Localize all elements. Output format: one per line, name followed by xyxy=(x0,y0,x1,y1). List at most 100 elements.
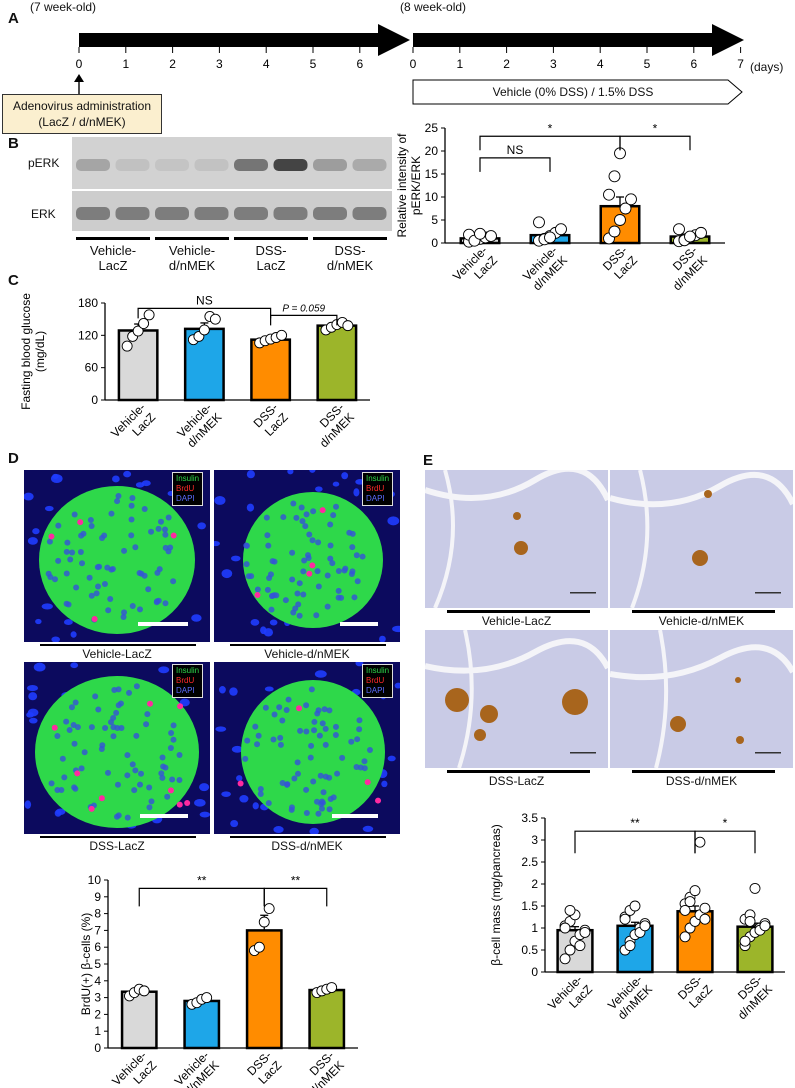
micrograph-caption: Vehicle-LacZ xyxy=(82,647,152,661)
y-tick-label: 3.5 xyxy=(521,811,538,825)
erk-band xyxy=(273,207,308,220)
y-axis-label: BrdU(+) β-cells (%) xyxy=(79,913,93,1016)
nucleus xyxy=(252,802,259,810)
nucleus xyxy=(86,574,93,581)
nucleus xyxy=(294,590,301,597)
nucleus xyxy=(308,742,315,749)
nucleus xyxy=(315,486,323,492)
nucleus xyxy=(143,721,150,728)
nucleus xyxy=(236,775,243,782)
nucleus xyxy=(299,518,306,525)
nucleus xyxy=(114,781,121,788)
micrograph-caption: Vehicle-d/nMEK xyxy=(264,647,350,661)
nucleus xyxy=(332,723,339,730)
legend-insulin: Insulin xyxy=(176,474,200,483)
nucleus xyxy=(197,522,206,530)
nucleus xyxy=(282,597,289,604)
nucleus xyxy=(321,706,328,713)
brdu-cell xyxy=(77,519,84,526)
nucleus xyxy=(316,732,323,739)
nucleus xyxy=(137,781,144,788)
nucleus xyxy=(310,508,317,515)
blot-group-bar xyxy=(155,237,229,240)
nucleus xyxy=(110,733,117,740)
bar xyxy=(316,324,358,402)
islet xyxy=(670,716,686,732)
legend-brdu: BrdU xyxy=(366,676,385,685)
significance-label: ** xyxy=(630,816,640,830)
nucleus xyxy=(141,505,148,512)
nucleus xyxy=(276,704,283,711)
brdu-cell xyxy=(296,705,303,712)
nucleus xyxy=(341,472,349,480)
days-unit-label: (days) xyxy=(750,60,784,74)
y-tick-label: 120 xyxy=(78,328,98,342)
nucleus xyxy=(230,555,241,562)
nucleus xyxy=(133,732,140,739)
nucleus xyxy=(263,514,270,521)
nucleus xyxy=(309,537,316,544)
nucleus xyxy=(335,587,342,594)
brdu-cell xyxy=(51,724,58,731)
data-point xyxy=(619,913,631,925)
nucleus xyxy=(255,732,262,739)
nucleus xyxy=(87,517,94,524)
nucleus xyxy=(243,561,250,568)
ihc-image xyxy=(425,470,608,608)
nucleus xyxy=(280,514,287,521)
nucleus xyxy=(314,568,321,575)
nucleus xyxy=(304,552,311,559)
nucleus xyxy=(32,528,40,535)
data-point xyxy=(689,885,701,897)
nucleus xyxy=(392,625,400,633)
nucleus xyxy=(72,699,79,706)
islet xyxy=(445,688,469,712)
nucleus xyxy=(146,804,153,811)
nucleus xyxy=(145,586,152,593)
nucleus xyxy=(283,706,290,713)
y-tick-label: 9 xyxy=(94,890,101,904)
nucleus xyxy=(362,825,374,833)
nucleus xyxy=(244,737,251,744)
nucleus xyxy=(284,781,291,788)
nucleus xyxy=(353,552,360,559)
nucleus xyxy=(41,603,53,610)
x-tick-label: Vehicle-d/nMEK xyxy=(172,1048,222,1088)
nucleus xyxy=(167,745,174,752)
nucleus xyxy=(354,578,361,585)
significance-label: * xyxy=(548,121,553,135)
nucleus xyxy=(74,724,81,731)
tick-label-week1: 1 xyxy=(122,57,129,71)
panel-a-label: A xyxy=(8,10,19,27)
x-tick-label: Vehicle-d/nMEK xyxy=(605,972,655,1022)
significance-bracket xyxy=(263,887,328,907)
nucleus xyxy=(245,573,252,580)
nucleus xyxy=(153,598,160,605)
nucleus xyxy=(176,752,183,759)
nucleus xyxy=(136,606,143,613)
nucleus xyxy=(108,510,115,517)
nucleus xyxy=(330,794,337,801)
erk-band xyxy=(313,207,347,220)
nucleus xyxy=(94,564,101,571)
caption-bar xyxy=(230,644,386,646)
nucleus xyxy=(146,784,153,791)
nucleus xyxy=(157,518,164,525)
nucleus xyxy=(114,725,121,732)
nucleus xyxy=(246,470,255,479)
data-point xyxy=(143,309,155,321)
data-point xyxy=(629,900,641,912)
perk-band xyxy=(76,159,110,171)
nucleus xyxy=(120,613,127,620)
nucleus xyxy=(332,481,340,487)
nucleus xyxy=(357,764,364,771)
nucleus xyxy=(26,684,39,692)
nucleus xyxy=(68,704,75,711)
age-mid-label: (8 week-old) xyxy=(400,0,467,14)
nucleus xyxy=(129,761,136,768)
nucleus xyxy=(65,601,72,608)
brdu-cell xyxy=(364,779,371,786)
nucleus xyxy=(290,500,297,507)
nucleus xyxy=(313,612,320,619)
nucleus xyxy=(67,556,74,563)
